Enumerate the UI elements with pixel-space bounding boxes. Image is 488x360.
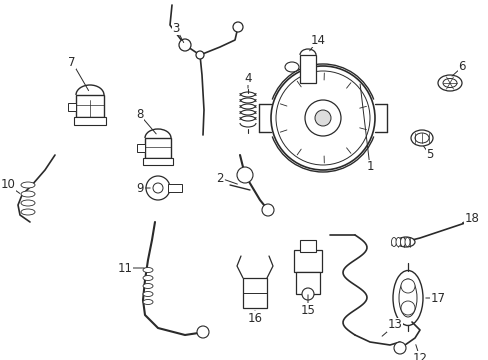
Bar (243, 278, 266, 308)
Circle shape (302, 288, 313, 300)
Text: 1: 1 (366, 161, 373, 174)
Ellipse shape (142, 267, 153, 273)
Ellipse shape (285, 62, 298, 72)
Circle shape (232, 22, 243, 32)
Ellipse shape (21, 182, 35, 188)
Ellipse shape (404, 238, 409, 247)
Text: 6: 6 (457, 60, 465, 73)
Bar (68, 103, 76, 111)
Ellipse shape (398, 279, 416, 317)
Ellipse shape (392, 270, 422, 325)
Circle shape (400, 301, 414, 315)
Text: 17: 17 (429, 292, 445, 305)
Ellipse shape (442, 78, 456, 87)
Circle shape (400, 279, 414, 293)
Text: 2: 2 (216, 171, 224, 184)
Text: 15: 15 (300, 303, 315, 316)
Text: 12: 12 (412, 351, 427, 360)
Bar (168, 184, 182, 192)
Ellipse shape (410, 130, 432, 146)
Circle shape (197, 326, 208, 338)
Ellipse shape (21, 191, 35, 197)
Text: 7: 7 (68, 55, 76, 68)
Circle shape (305, 100, 340, 136)
Text: 9: 9 (136, 181, 143, 194)
Bar (74, 117, 106, 125)
Ellipse shape (142, 300, 153, 305)
Ellipse shape (21, 209, 35, 215)
Circle shape (153, 183, 163, 193)
Text: 11: 11 (117, 261, 132, 274)
Bar (145, 138, 171, 158)
Circle shape (275, 71, 369, 165)
Ellipse shape (142, 284, 153, 288)
Ellipse shape (391, 238, 396, 247)
Bar (76, 95, 104, 117)
Circle shape (196, 51, 203, 59)
Text: 10: 10 (0, 179, 16, 192)
Bar (293, 250, 321, 272)
Bar (299, 240, 315, 252)
Bar (142, 158, 173, 165)
Circle shape (314, 110, 330, 126)
Ellipse shape (142, 275, 153, 280)
Ellipse shape (395, 238, 400, 247)
Circle shape (262, 204, 273, 216)
Ellipse shape (21, 200, 35, 206)
Bar (137, 144, 145, 152)
Text: 16: 16 (247, 311, 262, 324)
Circle shape (237, 167, 252, 183)
Bar (299, 55, 315, 83)
Text: 18: 18 (464, 211, 478, 225)
Text: 4: 4 (244, 72, 251, 85)
Ellipse shape (400, 238, 405, 247)
Circle shape (179, 39, 191, 51)
Ellipse shape (396, 237, 414, 247)
Circle shape (270, 66, 374, 170)
Circle shape (393, 342, 405, 354)
Text: 14: 14 (310, 33, 325, 46)
Ellipse shape (437, 75, 461, 91)
Text: 13: 13 (387, 319, 402, 332)
Text: 5: 5 (426, 148, 433, 162)
Circle shape (146, 176, 170, 200)
Ellipse shape (142, 292, 153, 297)
Bar (295, 272, 319, 294)
Text: 3: 3 (172, 22, 179, 35)
Ellipse shape (414, 133, 428, 143)
Text: 8: 8 (136, 108, 143, 122)
